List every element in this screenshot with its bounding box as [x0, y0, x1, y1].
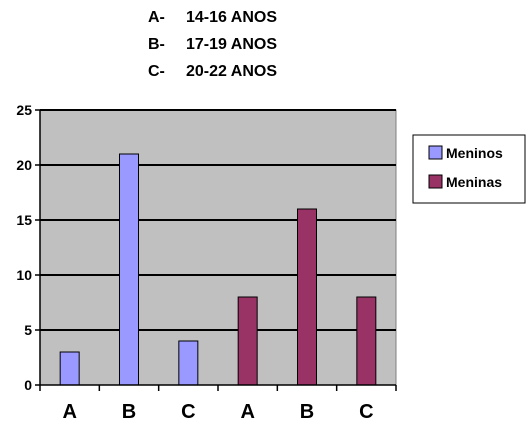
y-tick-label: 10: [16, 267, 32, 283]
y-tick-label: 5: [24, 322, 32, 338]
header-legend-label: 20-22 ANOS: [186, 63, 277, 80]
y-tick-label: 20: [16, 157, 32, 173]
bar: [59, 351, 80, 386]
bar: [119, 153, 139, 386]
header-legend-code: A-: [148, 9, 165, 26]
x-tick-label: C: [181, 401, 195, 423]
y-tick-label: 25: [16, 102, 32, 118]
legend-swatch: [428, 174, 443, 189]
plot-area: [39, 109, 397, 386]
bar: [297, 208, 317, 386]
x-tick-label: B: [300, 401, 314, 423]
x-tick-label: C: [359, 401, 373, 423]
header-legend-label: 14-16 ANOS: [186, 9, 277, 26]
header-legend-label: 17-19 ANOS: [186, 36, 277, 53]
legend-swatch: [428, 145, 443, 160]
plot-background: [39, 109, 397, 386]
chart-legend: Meninos Meninas: [412, 134, 526, 204]
legend-label: Meninas: [446, 174, 502, 190]
x-tick-label: B: [122, 401, 136, 423]
bar: [237, 296, 258, 386]
y-tick-label: 15: [16, 212, 32, 228]
axes: 0 5 10 15 20 25 A B C A B C: [16, 102, 397, 423]
bar: [356, 296, 377, 386]
bars: [59, 153, 377, 386]
header-legend-row-b: B- 17-19 ANOS: [148, 36, 277, 54]
legend-label: Meninos: [446, 145, 503, 161]
header-legend-code: B-: [148, 36, 165, 53]
x-tick-label: A: [240, 401, 254, 423]
header-legend-row-c: C- 20-22 ANOS: [148, 63, 277, 81]
y-tick-label: 0: [24, 377, 32, 393]
x-tick-label: A: [62, 401, 76, 423]
header-legend-row-a: A- 14-16 ANOS: [148, 9, 277, 27]
header-legend-code: C-: [148, 63, 165, 80]
bar: [178, 340, 199, 386]
